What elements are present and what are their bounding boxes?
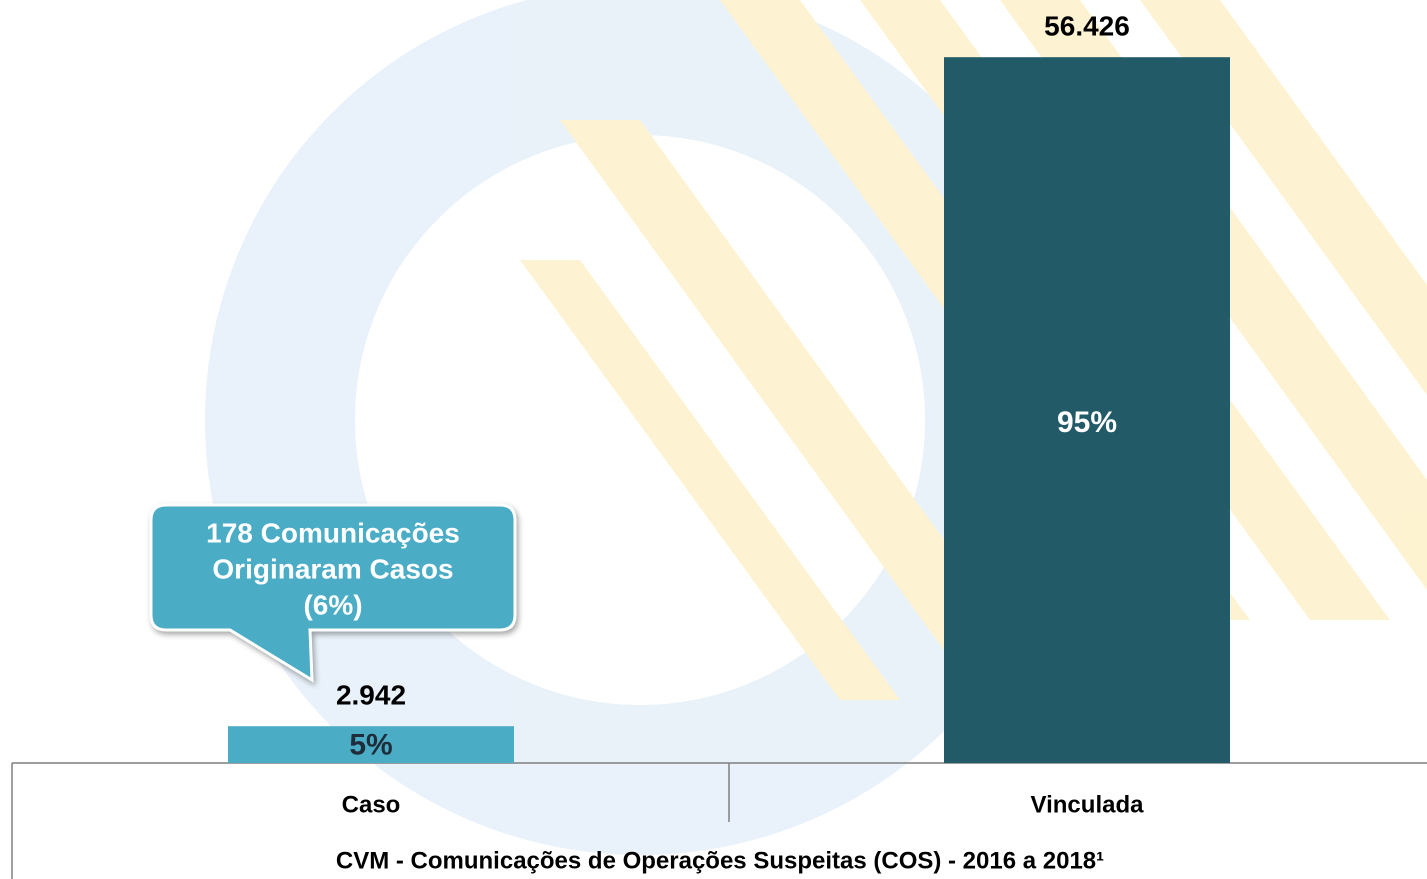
x-tick-label: Vinculada <box>1031 791 1145 818</box>
bar <box>944 57 1230 764</box>
chart-title: CVM - Comunicações de Operações Suspeita… <box>336 847 1104 874</box>
callout-text: 178 Comunicações <box>206 517 460 548</box>
share-label: 5% <box>349 729 392 762</box>
background-watermark <box>205 0 1427 855</box>
callout-shape <box>149 503 517 683</box>
share-label: 95% <box>1057 406 1117 439</box>
value-label: 2.942 <box>336 680 406 711</box>
callout-text: (6%) <box>303 589 362 620</box>
callout: 178 Comunicações Originaram Casos (6%) <box>149 503 517 683</box>
bar <box>228 726 514 763</box>
callout-text: Originaram Casos <box>212 553 453 584</box>
x-tick-label: Caso <box>342 791 401 818</box>
value-label: 56.426 <box>1044 11 1130 42</box>
